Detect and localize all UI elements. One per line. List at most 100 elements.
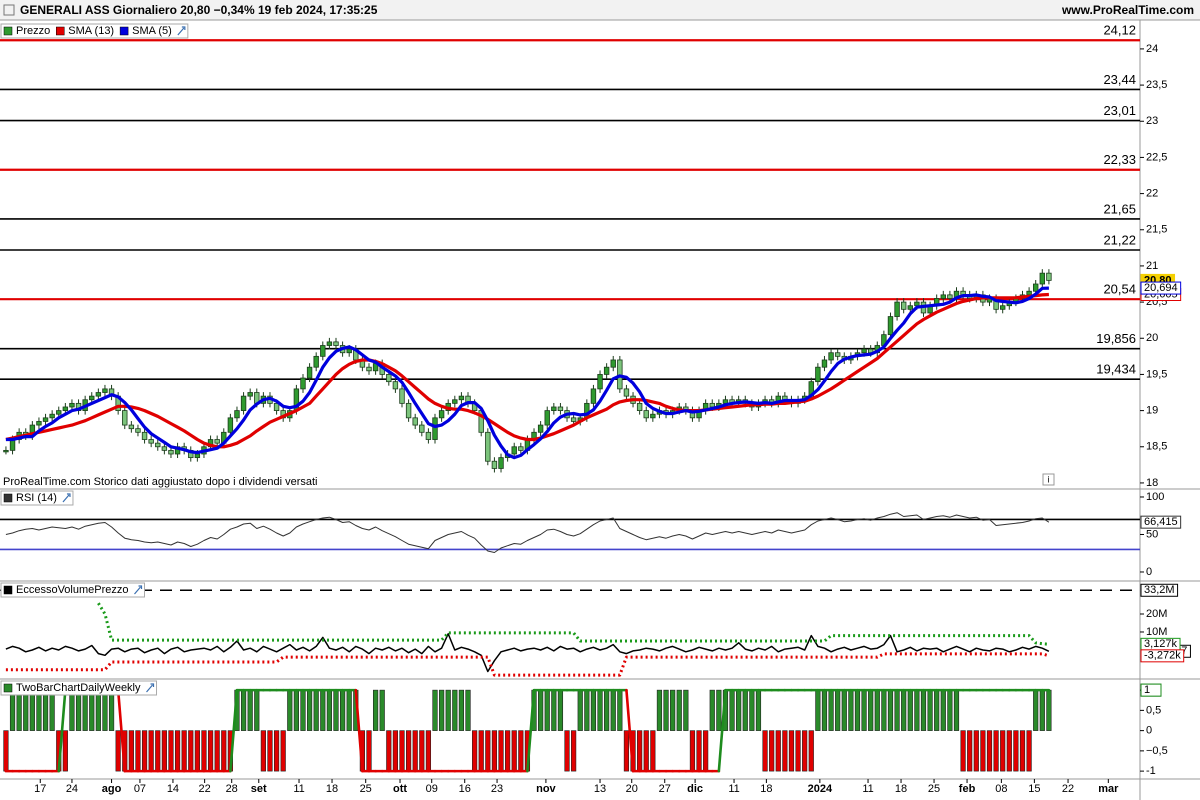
candle [1039, 272, 1046, 285]
candle [511, 446, 517, 455]
menu-icon[interactable] [3, 4, 15, 16]
bar [696, 730, 702, 772]
bar [835, 689, 841, 731]
bar [920, 689, 927, 731]
x-tick-label: dic [687, 783, 703, 795]
bar [406, 730, 412, 772]
bar [326, 689, 332, 731]
candle [498, 457, 504, 469]
settings-icon [177, 26, 186, 36]
level-label: 20,54 [1103, 282, 1136, 297]
y-tick-label: 19,5 [1146, 368, 1167, 380]
header-bar [0, 0, 1200, 20]
candle [636, 402, 643, 411]
candle [947, 294, 953, 299]
candle [247, 392, 253, 397]
level-label: 19,856 [1096, 331, 1136, 346]
bar [23, 689, 29, 731]
candle [306, 366, 313, 379]
bar [689, 730, 696, 772]
bar [610, 689, 616, 731]
x-tick-label: 15 [1028, 783, 1040, 795]
level-label-box [1140, 583, 1179, 597]
bar [478, 730, 484, 772]
candle [485, 431, 491, 462]
weekly-line-segment [57, 688, 67, 773]
bar [617, 689, 623, 731]
pane [3, 688, 1052, 773]
bar [168, 730, 174, 772]
candle [907, 305, 913, 310]
candle [999, 305, 1006, 310]
bar [339, 689, 346, 731]
x-tick-label: 17 [34, 783, 46, 795]
x-tick-label: 18 [760, 783, 772, 795]
candle [399, 388, 405, 404]
x-tick-label: 27 [659, 783, 671, 795]
bar [115, 730, 121, 772]
legend-label: TwoBarChartDailyWeekly [16, 682, 141, 694]
candle [650, 413, 656, 419]
bar [439, 689, 445, 731]
y-tick-label: 22,5 [1146, 151, 1167, 163]
level-label: 23,01 [1103, 103, 1136, 118]
bar [980, 730, 986, 772]
x-tick-label: 2024 [808, 783, 833, 795]
bar [511, 730, 517, 772]
bar [564, 730, 570, 772]
bar [300, 689, 306, 731]
bar [808, 730, 814, 772]
legend-label: SMA (13) [68, 25, 114, 37]
candle [1026, 290, 1032, 296]
candle [9, 439, 16, 451]
indicator-line [5, 292, 1049, 449]
bar [650, 730, 656, 772]
bar [604, 689, 610, 731]
y-tick-label: 20 [1146, 332, 1158, 344]
legend-label: Prezzo [16, 25, 50, 37]
bar [419, 730, 425, 772]
x-tick-label: 22 [199, 783, 211, 795]
bar [914, 689, 920, 731]
x-tick-label: 18 [326, 783, 338, 795]
bar [940, 689, 946, 731]
bar [445, 689, 451, 731]
bar [214, 730, 220, 772]
candle [62, 406, 69, 411]
bar [584, 689, 590, 731]
weekly-line-segment [717, 688, 727, 773]
candle [320, 345, 326, 357]
last-value-label: -3,272k [1144, 650, 1181, 662]
last-value-badge: 1 [1140, 683, 1162, 697]
bar [392, 730, 399, 772]
bar [571, 730, 577, 772]
level-label: 22,33 [1103, 152, 1136, 167]
bar [1019, 730, 1026, 772]
bar [75, 689, 82, 731]
bar [69, 689, 75, 731]
bar [221, 730, 227, 772]
bar [155, 730, 161, 772]
x-tick-label: nov [536, 783, 556, 795]
info-icon[interactable] [1042, 473, 1055, 486]
bar [901, 689, 907, 731]
bar [379, 689, 385, 731]
candle [894, 301, 900, 317]
candle [544, 410, 550, 426]
candle [887, 316, 894, 336]
bar [458, 689, 465, 731]
x-tick-label: 11 [862, 783, 873, 795]
candle [313, 355, 319, 368]
candle [234, 410, 240, 419]
x-tick-label: 13 [594, 783, 606, 795]
legend-swatch [119, 26, 129, 36]
candle [326, 341, 333, 346]
level-label: 23,44 [1103, 72, 1136, 87]
candle [194, 453, 201, 459]
x-tick-label: 25 [928, 783, 940, 795]
bar [42, 689, 49, 731]
level-label: 19,434 [1096, 362, 1136, 377]
settings-icon [134, 585, 143, 595]
y-tick-label: 23,5 [1146, 79, 1167, 91]
